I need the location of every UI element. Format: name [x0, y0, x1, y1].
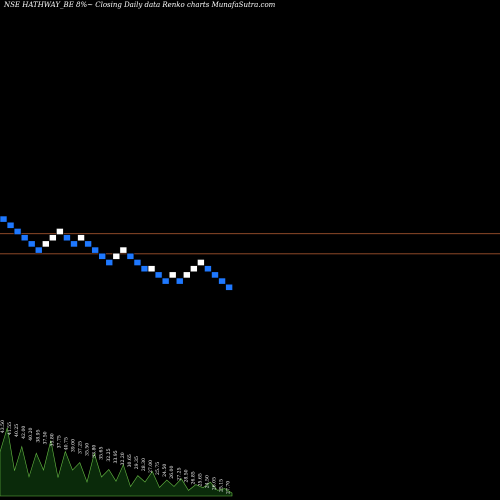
volume-label: 37.75	[56, 435, 62, 448]
brick-down	[34, 246, 43, 254]
chart-title: NSE HATHWAY_BE 8%~ Closing Daily data Re…	[3, 1, 276, 9]
brick-down	[91, 246, 99, 254]
brick-down	[161, 277, 170, 285]
volume-labels: 43.50 41.55 40.25 42.00 40.20 38.95 37.50 35.80…	[0, 420, 232, 494]
volume-label: 33.95	[113, 450, 119, 463]
volume-label: 40.25	[14, 424, 20, 437]
brick-down	[105, 259, 114, 266]
brick-down	[20, 234, 29, 242]
brick-down	[63, 234, 71, 242]
volume-label: 37.25	[78, 441, 84, 454]
volume-label: 25.75	[155, 462, 161, 475]
volume-label: 27.70	[226, 481, 232, 494]
volume-area-fill	[0, 427, 233, 497]
volume-label: 33.80	[92, 445, 98, 458]
brick-down	[133, 259, 142, 266]
volume-label: 32.20	[120, 452, 126, 465]
volume-label: 30.65	[127, 454, 133, 467]
volume-area	[0, 427, 233, 497]
volume-label: 25.65	[197, 473, 203, 486]
brick-down	[98, 252, 106, 260]
volume-label: 35.50	[85, 443, 91, 456]
volume-label: 39.00	[71, 439, 77, 452]
volume-label: 32.25	[106, 448, 112, 461]
brick-down	[218, 277, 226, 285]
volume-label: 27.00	[148, 460, 154, 473]
volume-label: 26.05	[212, 477, 218, 490]
brick-down	[154, 271, 163, 279]
brick-down	[0, 215, 8, 223]
volume-label: 25.15	[219, 479, 225, 492]
brick-down	[84, 240, 92, 248]
brick-down	[27, 240, 36, 248]
renko-bricks	[0, 215, 233, 291]
brick-up	[56, 228, 64, 235]
brick-down	[13, 228, 22, 235]
reference-lines	[0, 233, 500, 255]
brick-down	[225, 283, 233, 291]
volume-label: 26.85	[190, 471, 196, 484]
brick-down	[6, 221, 15, 229]
volume-label: 35.80	[49, 433, 55, 446]
volume-label: 26.00	[169, 466, 175, 479]
volume-label: 43.50	[0, 420, 6, 433]
volume-label: 42.00	[21, 426, 27, 439]
volume-label: 28.30	[141, 458, 147, 471]
volume-label: 40.20	[28, 428, 34, 441]
brick-up	[119, 246, 128, 254]
volume-label: 27.25	[176, 467, 182, 480]
brick-up	[183, 271, 191, 279]
brick-up	[112, 252, 121, 260]
volume-label: 40.75	[63, 437, 69, 450]
volume-label: 41.55	[7, 422, 13, 435]
brick-up	[197, 259, 205, 266]
volume-label: 28.50	[183, 469, 189, 482]
brick-down	[126, 252, 135, 260]
brick-down	[70, 240, 78, 248]
brick-up	[190, 265, 198, 273]
brick-down	[204, 265, 212, 273]
brick-up	[147, 265, 156, 273]
volume-label: 24.50	[162, 464, 168, 477]
brick-up	[168, 271, 177, 279]
brick-down	[211, 271, 219, 279]
brick-up	[49, 234, 57, 242]
volume-label: 37.50	[42, 431, 48, 444]
brick-down	[140, 265, 149, 273]
volume-label: 35.65	[99, 447, 105, 460]
brick-down	[175, 277, 184, 285]
volume-label: 38.95	[35, 429, 41, 442]
brick-up	[77, 234, 85, 242]
volume-label: 29.35	[134, 456, 140, 469]
brick-up	[41, 240, 50, 248]
volume-label: 24.50	[204, 475, 210, 488]
